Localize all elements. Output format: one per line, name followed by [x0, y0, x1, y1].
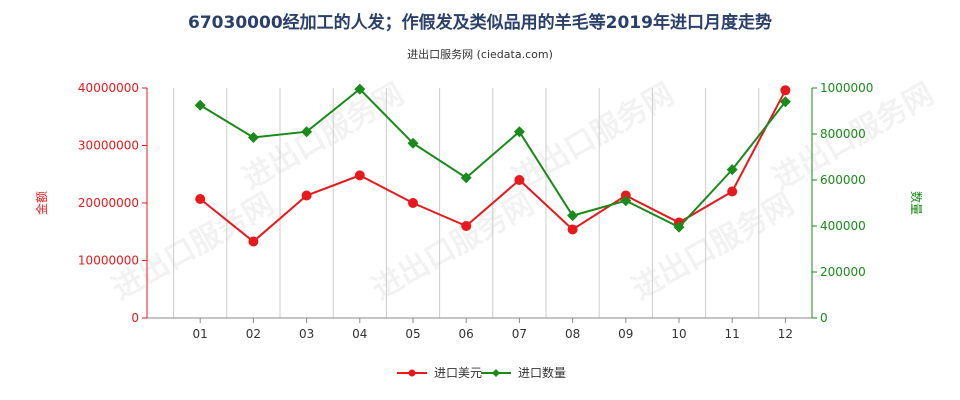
data-point-1-11 — [779, 96, 791, 108]
legend-label-quantity: 进口数量 — [518, 365, 566, 380]
x-tick-label: 11 — [725, 327, 740, 341]
right-tick-label: 600000 — [820, 173, 866, 187]
data-point-1-2 — [301, 126, 313, 138]
data-point-0-6 — [514, 175, 525, 185]
data-point-1-10 — [726, 164, 738, 176]
chart-subtitle: 进出口服务网 (ciedata.com) — [407, 47, 553, 61]
x-tick-label: 02 — [246, 327, 261, 341]
x-tick-label: 04 — [352, 327, 367, 341]
data-point-1-6 — [513, 126, 525, 138]
data-point-1-8 — [620, 195, 632, 207]
data-point-0-2 — [301, 190, 312, 201]
left-tick-label: 30000000 — [78, 139, 139, 153]
watermark-text: 进出口服务网 — [507, 77, 680, 197]
legend-marker-quantity — [492, 369, 500, 377]
right-tick-label: 200000 — [820, 265, 866, 279]
data-point-1-4 — [407, 137, 419, 149]
x-tick-label: 01 — [193, 327, 208, 341]
data-point-0-10 — [727, 186, 738, 197]
series-layer — [194, 83, 791, 247]
data-point-1-9 — [673, 221, 685, 233]
legend-item-usd[interactable]: 进口美元 — [397, 366, 482, 380]
right-tick-label: 0 — [820, 311, 828, 325]
x-tick-label: 07 — [512, 327, 527, 341]
legend-item-quantity[interactable]: 进口数量 — [481, 365, 566, 380]
x-axis-ticks: 01 02 03 04 05 06 07 08 09 10 11 12 — [193, 318, 793, 341]
legend: 进口美元 进口数量 — [397, 365, 566, 380]
data-point-0-11 — [780, 85, 791, 96]
x-tick-label: 09 — [618, 327, 633, 341]
left-tick-label: 10000000 — [78, 254, 139, 268]
data-point-1-5 — [460, 172, 472, 184]
x-tick-label: 05 — [405, 327, 420, 341]
data-point-0-5 — [461, 221, 472, 231]
data-point-0-0 — [195, 193, 206, 204]
legend-marker-usd — [408, 369, 416, 377]
data-point-0-3 — [354, 170, 365, 181]
x-tick-label: 06 — [459, 327, 474, 341]
data-point-1-3 — [354, 83, 366, 95]
data-point-0-4 — [408, 198, 418, 208]
right-tick-label: 800000 — [820, 127, 866, 141]
left-tick-label: 0 — [131, 311, 139, 325]
data-point-1-7 — [567, 210, 579, 222]
left-tick-label: 20000000 — [78, 196, 139, 210]
x-tick-label: 10 — [671, 327, 686, 341]
data-point-1-0 — [194, 99, 206, 111]
left-axis-ticks: 0 10000000 20000000 30000000 40000000 — [78, 81, 147, 325]
watermark-text: 进出口服务网 — [367, 187, 540, 307]
right-tick-label: 400000 — [820, 219, 866, 233]
right-axis-ticks: 0 200000 400000 600000 800000 1000000 — [812, 81, 873, 325]
data-point-0-7 — [567, 224, 578, 235]
right-tick-label: 1000000 — [820, 81, 873, 95]
x-tick-label: 08 — [565, 327, 580, 341]
right-axis-title: 数量 — [909, 191, 924, 215]
series-line-1 — [199, 87, 787, 229]
legend-label-usd: 进口美元 — [434, 366, 482, 380]
left-axis-title: 金额 — [34, 191, 49, 215]
data-point-1-1 — [247, 131, 259, 143]
x-tick-label: 03 — [299, 327, 314, 341]
chart-title: 67030000经加工的人发；作假发及类似品用的羊毛等2019年进口月度走势 — [188, 12, 772, 33]
left-tick-label: 40000000 — [78, 81, 139, 95]
x-tick-label: 12 — [778, 327, 793, 341]
data-point-0-1 — [248, 236, 259, 247]
